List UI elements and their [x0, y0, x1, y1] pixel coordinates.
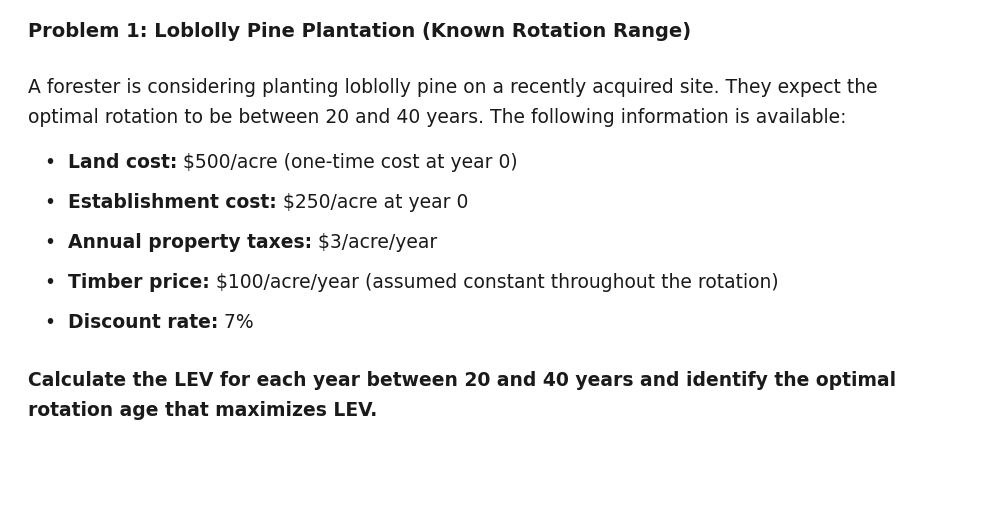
Text: $100/acre/year (assumed constant throughout the rotation): $100/acre/year (assumed constant through…: [210, 273, 778, 292]
Text: $500/acre (one-time cost at year 0): $500/acre (one-time cost at year 0): [177, 153, 518, 172]
Text: $3/acre/year: $3/acre/year: [312, 233, 438, 252]
Text: Discount rate:: Discount rate:: [68, 313, 219, 332]
Text: Timber price:: Timber price:: [68, 273, 210, 292]
Text: Land cost:: Land cost:: [68, 153, 177, 172]
Text: •: •: [44, 273, 55, 292]
Text: $250/acre at year 0: $250/acre at year 0: [277, 193, 468, 212]
Text: A forester is considering planting loblolly pine on a recently acquired site. Th: A forester is considering planting loblo…: [28, 78, 877, 97]
Text: Establishment cost:: Establishment cost:: [68, 193, 277, 212]
Text: Problem 1: Loblolly Pine Plantation (Known Rotation Range): Problem 1: Loblolly Pine Plantation (Kno…: [28, 22, 691, 41]
Text: •: •: [44, 233, 55, 252]
Text: •: •: [44, 153, 55, 172]
Text: optimal rotation to be between 20 and 40 years. The following information is ava: optimal rotation to be between 20 and 40…: [28, 108, 846, 127]
Text: •: •: [44, 193, 55, 212]
Text: Annual property taxes:: Annual property taxes:: [68, 233, 312, 252]
Text: •: •: [44, 313, 55, 332]
Text: rotation age that maximizes LEV.: rotation age that maximizes LEV.: [28, 401, 377, 420]
Text: 7%: 7%: [219, 313, 254, 332]
Text: Calculate the LEV for each year between 20 and 40 years and identify the optimal: Calculate the LEV for each year between …: [28, 371, 896, 390]
